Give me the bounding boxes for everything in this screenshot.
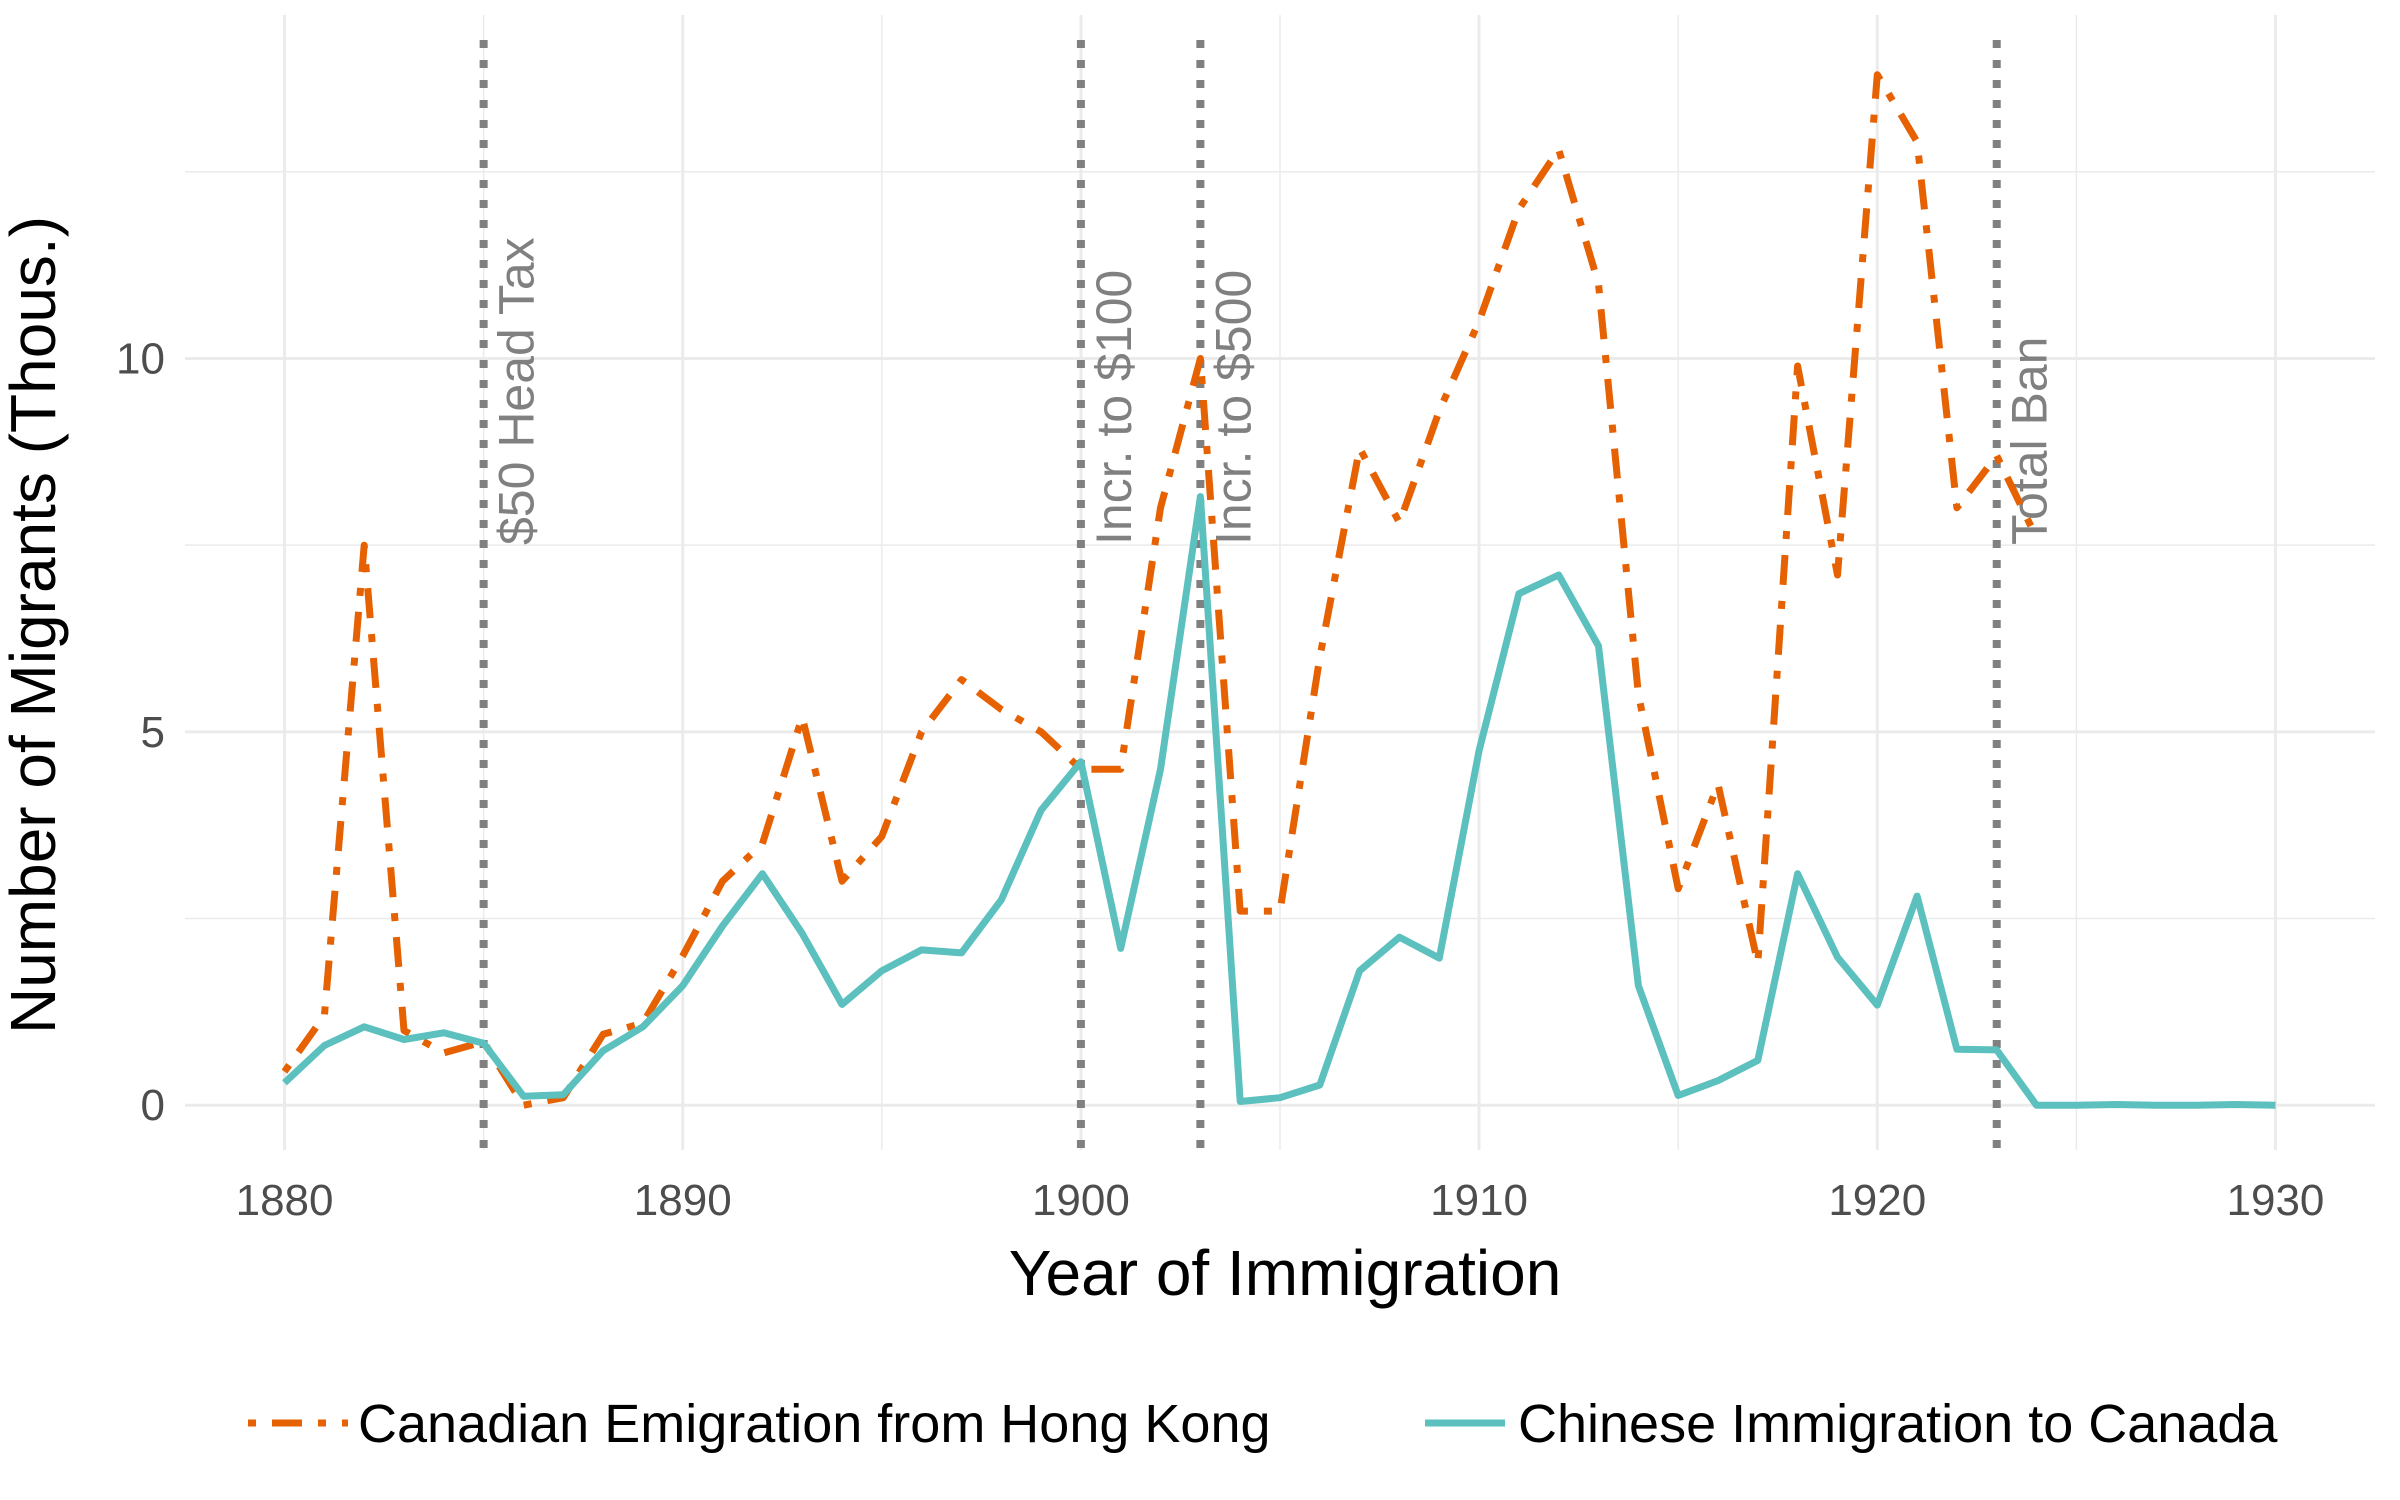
x-axis-title: Year of Immigration bbox=[1009, 1237, 1562, 1309]
tick-labels: 1880 1890 1900 1910 1920 1930 0 5 10 bbox=[116, 334, 2324, 1225]
y-tick-label: 0 bbox=[141, 1081, 165, 1130]
policy-label: Total Ban bbox=[2002, 337, 2058, 545]
x-tick-label: 1920 bbox=[1828, 1176, 1926, 1225]
series-lines bbox=[281, 71, 2276, 1109]
legend-label-chinese-immigration: Chinese Immigration to Canada bbox=[1518, 1394, 2278, 1454]
policy-label: Incr. to $100 bbox=[1086, 270, 1142, 545]
grid-minor bbox=[185, 15, 2375, 1150]
legend-label-canadian-emigration: Canadian Emigration from Hong Kong bbox=[358, 1394, 1271, 1454]
y-axis-title: Number of Migrants (Thous.) bbox=[0, 216, 69, 1034]
x-tick-label: 1930 bbox=[2227, 1176, 2325, 1225]
x-tick-label: 1900 bbox=[1032, 1176, 1130, 1225]
y-tick-label: 5 bbox=[141, 708, 165, 757]
x-tick-label: 1890 bbox=[634, 1176, 732, 1225]
policy-label: Incr. to $500 bbox=[1205, 270, 1261, 545]
x-tick-label: 1910 bbox=[1430, 1176, 1528, 1225]
policy-lines: $50 Head Tax Incr. to $100 Incr. to $500 To… bbox=[479, 40, 2058, 1160]
policy-label: $50 Head Tax bbox=[489, 237, 545, 545]
x-tick-label: 1880 bbox=[236, 1176, 334, 1225]
legend: Canadian Emigration from Hong Kong Chine… bbox=[248, 1394, 2278, 1454]
line-chinese-immigration bbox=[282, 493, 2276, 1109]
y-tick-label: 10 bbox=[116, 334, 165, 383]
line-canadian-emigration bbox=[281, 71, 2040, 1109]
